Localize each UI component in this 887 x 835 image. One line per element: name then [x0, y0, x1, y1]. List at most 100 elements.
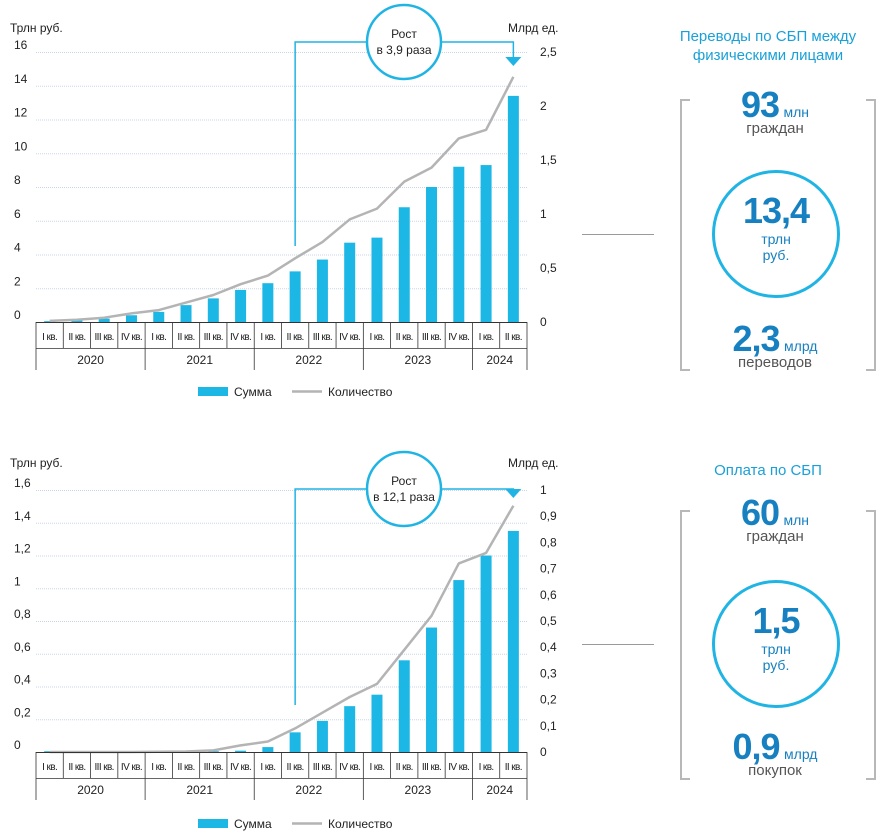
- right-tick-label: 0,5: [540, 261, 557, 275]
- left-tick-label: 1,6: [14, 476, 31, 490]
- panel-2-bot-stat: 0,9 млрд покупок: [732, 726, 818, 779]
- bar-summa: [235, 750, 247, 752]
- x-tick-label: IV кв.: [339, 762, 360, 773]
- x-tick-label: III кв.: [204, 762, 223, 773]
- panel-2-bracket-left: [680, 510, 690, 780]
- bar-summa: [180, 305, 192, 322]
- right-tick-label: 0,6: [540, 588, 557, 602]
- year-label: 2020: [77, 783, 104, 797]
- right-tick-label: 0,7: [540, 562, 557, 576]
- bar-summa: [316, 259, 328, 322]
- right-tick-label: 1: [540, 483, 547, 497]
- x-tick-label: II кв.: [177, 332, 194, 343]
- growth-circle: [365, 450, 443, 528]
- bar-summa: [207, 298, 219, 322]
- bar-summa: [71, 320, 83, 322]
- year-label: 2020: [77, 353, 104, 367]
- bar-summa: [398, 660, 410, 752]
- year-label: 2023: [405, 783, 432, 797]
- left-tick-label: 4: [14, 241, 21, 255]
- year-label: 2022: [295, 353, 322, 367]
- legend-bar-swatch: [198, 387, 228, 396]
- x-tick-label: II кв.: [68, 762, 85, 773]
- panel-1-bot-stat: 2,3 млрд переводов: [732, 318, 818, 371]
- right-tick-label: 0,4: [540, 640, 557, 654]
- panel-1-title: Переводы по СБП между физическими лицами: [679, 28, 857, 64]
- growth-bracket-right: [441, 488, 515, 490]
- chart-transfers: Трлн руб. Млрд ед. 0 2 4 6 8 10 12 14 16 0 0,5 1 1,5 2 2…: [10, 3, 558, 399]
- legend-bar-swatch: [198, 819, 228, 828]
- right-tick-label: 0: [540, 745, 547, 759]
- left-tick-label: 1,2: [14, 542, 31, 556]
- right-tick-label: 0,1: [540, 719, 557, 733]
- x-tick-label: II кв.: [68, 332, 85, 343]
- left-tick-label: 16: [14, 38, 28, 52]
- x-tick-label: II кв.: [505, 762, 522, 773]
- x-tick-label: I кв.: [260, 762, 275, 773]
- bar-summa: [125, 315, 137, 322]
- x-tick-label: II кв.: [177, 762, 194, 773]
- left-tick-label: 10: [14, 139, 28, 153]
- legend-line-label: Количество: [328, 817, 393, 831]
- line-kolichestvo: [49, 505, 515, 754]
- bar-summa: [371, 694, 383, 752]
- x-tick-label: I кв.: [260, 332, 275, 343]
- left-tick-label: 2: [14, 274, 21, 288]
- x-tick-label: III кв.: [204, 332, 223, 343]
- year-label: 2024: [486, 353, 513, 367]
- growth-bracket-left: [294, 488, 367, 705]
- panel-1-top-stat: 93 млн граждан: [740, 84, 810, 137]
- bar-summa: [426, 627, 438, 752]
- bar-summa: [153, 311, 165, 322]
- panel-1-bracket-left: [680, 99, 690, 371]
- right-tick-label: 0,9: [540, 509, 557, 523]
- left-tick-label: 6: [14, 207, 21, 221]
- right-tick-label: 0,5: [540, 614, 557, 628]
- bar-summa: [235, 289, 247, 322]
- x-tick-label: I кв.: [151, 762, 166, 773]
- growth-arrow-icon: [505, 489, 522, 498]
- panel-2-bracket-right: [866, 510, 876, 780]
- x-tick-label: I кв.: [369, 762, 384, 773]
- growth-circle: [365, 3, 443, 81]
- left-tick-label: 0: [14, 308, 21, 322]
- growth-bracket-left: [294, 41, 367, 246]
- x-tick-label: III кв.: [422, 332, 441, 343]
- left-tick-label: 8: [14, 173, 21, 187]
- panel-2-mid-circle: 1,5 трлн руб.: [712, 580, 840, 708]
- bar-summa: [289, 732, 301, 752]
- bar-summa: [289, 271, 301, 322]
- x-tick-label: IV кв.: [448, 762, 469, 773]
- x-tick-label: III кв.: [94, 332, 113, 343]
- bar-summa: [426, 187, 438, 322]
- x-tick-label: I кв.: [479, 762, 494, 773]
- panel-2-top-stat: 60 млн граждан: [740, 492, 810, 545]
- growth-bracket-right: [441, 41, 515, 58]
- right-tick-label: 1,5: [540, 153, 557, 167]
- x-tick-label: II кв.: [505, 332, 522, 343]
- x-tick-label: III кв.: [313, 332, 332, 343]
- year-label: 2021: [186, 353, 213, 367]
- right-tick-label: 1: [540, 207, 547, 221]
- x-tick-label: I кв.: [42, 332, 57, 343]
- left-tick-label: 12: [14, 106, 28, 120]
- bar-summa: [453, 580, 465, 752]
- line-kolichestvo: [49, 76, 515, 323]
- left-tick-label: 0,2: [14, 705, 31, 719]
- year-label: 2023: [405, 353, 432, 367]
- chart-payments: Трлн руб. Млрд ед. 0 0,2 0,4 0,6 0,8 1 1,2 1,4 1,6…: [10, 450, 558, 831]
- y-axis-right-title: Млрд ед.: [508, 21, 558, 35]
- x-tick-label: II кв.: [396, 762, 413, 773]
- bar-summa: [507, 530, 519, 752]
- left-tick-label: 1,4: [14, 509, 31, 523]
- bar-summa: [371, 237, 383, 322]
- bar-summa: [507, 95, 519, 322]
- x-tick-label: I кв.: [479, 332, 494, 343]
- x-tick-label: III кв.: [422, 762, 441, 773]
- x-tick-label: IV кв.: [230, 332, 251, 343]
- right-tick-label: 0,2: [540, 693, 557, 707]
- x-tick-label: IV кв.: [121, 332, 142, 343]
- bar-summa: [262, 283, 274, 322]
- left-tick-label: 0,8: [14, 607, 31, 621]
- panel-1-connector: [582, 234, 654, 235]
